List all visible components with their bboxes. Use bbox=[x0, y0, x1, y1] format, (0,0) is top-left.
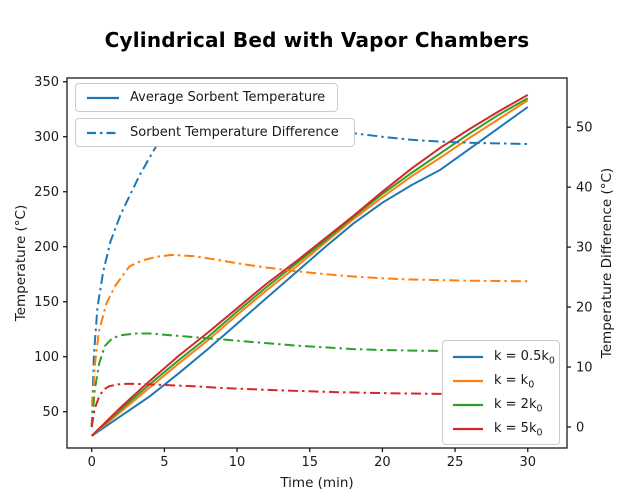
series-temp-diff-k-5k0 bbox=[90, 382, 528, 428]
y-right-tick-label: 50 bbox=[576, 121, 593, 136]
legend-k-values: k = 0.5k0 k = k0 k = 2k0 k = 5k0 bbox=[442, 340, 560, 445]
y-right-tick-label: 0 bbox=[576, 421, 584, 436]
x-axis-label: Time (min) bbox=[280, 475, 354, 491]
y-left-tick-label: 350 bbox=[34, 75, 59, 90]
series-avg-temp-k-2k0 bbox=[91, 97, 529, 437]
y-left-tick-label: 300 bbox=[34, 130, 59, 145]
x-tick-label: 5 bbox=[160, 455, 168, 470]
legend-entry-k-0.5k0: k = 0.5k0 bbox=[452, 349, 555, 366]
y-left-tick-label: 150 bbox=[34, 295, 59, 310]
y-left-tick-label: 250 bbox=[34, 185, 59, 200]
legend-entry-k-k0: k = k0 bbox=[452, 373, 549, 391]
solid-line-swatch-icon bbox=[87, 96, 119, 99]
series-avg-temp-k-k0 bbox=[91, 99, 529, 437]
x-tick-label: 20 bbox=[374, 455, 391, 470]
series-temp-diff-k-0-5k0 bbox=[90, 121, 528, 428]
y-left-tick-label: 200 bbox=[34, 240, 59, 255]
legend-label: Average Sorbent Temperature bbox=[130, 90, 326, 105]
x-tick-label: 10 bbox=[229, 455, 246, 470]
legend-label: Sorbent Temperature Difference bbox=[130, 125, 339, 140]
legend-entry-k-2k0: k = 2k0 bbox=[452, 397, 549, 415]
legend-average-sorbent-temperature: Average Sorbent Temperature bbox=[75, 83, 338, 112]
legend-label: k = 5k0 bbox=[494, 421, 543, 439]
y-left-tick-label: 50 bbox=[42, 405, 59, 420]
series-avg-temp-k-5k0 bbox=[90, 94, 529, 437]
legend-entry-average-temperature: Average Sorbent Temperature bbox=[86, 90, 327, 105]
series-avg-temp-k-0-5k0 bbox=[91, 106, 529, 437]
y-right-tick-label: 10 bbox=[576, 361, 593, 376]
y-right-tick-label: 20 bbox=[576, 301, 593, 316]
solid-line-swatch-icon bbox=[453, 403, 483, 406]
solid-line-swatch-icon bbox=[453, 379, 483, 382]
legend-sorbent-temperature-difference: Sorbent Temperature Difference bbox=[75, 118, 355, 147]
x-tick-label: 30 bbox=[519, 455, 536, 470]
x-tick-label: 25 bbox=[447, 455, 464, 470]
chart-title: Cylindrical Bed with Vapor Chambers bbox=[104, 28, 530, 52]
legend-label: k = 0.5k0 bbox=[494, 349, 555, 367]
axes-frame bbox=[66, 77, 568, 449]
legend-entry-k-5k0: k = 5k0 bbox=[452, 421, 549, 439]
solid-line-swatch-icon bbox=[453, 355, 483, 358]
legend-label: k = k0 bbox=[494, 373, 535, 391]
dashdot-line-swatch-icon bbox=[87, 131, 119, 134]
solid-line-swatch-icon bbox=[453, 427, 483, 430]
y-left-tick-label: 100 bbox=[34, 350, 59, 365]
x-tick-label: 0 bbox=[88, 455, 96, 470]
x-tick-label: 15 bbox=[301, 455, 318, 470]
series-temp-diff-k-2k0 bbox=[90, 332, 528, 428]
y-right-tick-label: 30 bbox=[576, 241, 593, 256]
legend-entry-temperature-difference: Sorbent Temperature Difference bbox=[86, 125, 344, 140]
y-right-tick-label: 40 bbox=[576, 181, 593, 196]
series-temp-diff-k-k0 bbox=[90, 253, 528, 428]
y-axis-label-left: Temperature (°C) bbox=[13, 204, 29, 322]
legend-label: k = 2k0 bbox=[494, 397, 543, 415]
y-axis-label-right: Temperature Difference (°C) bbox=[599, 167, 615, 359]
